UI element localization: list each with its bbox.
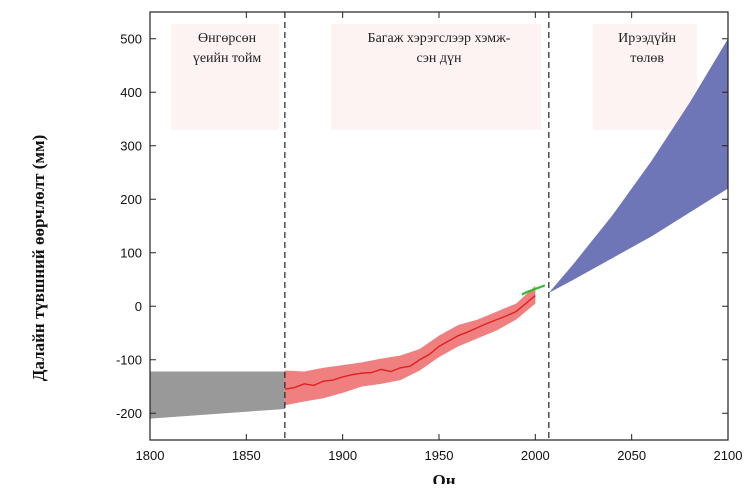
x-tick-label: 1950 <box>425 448 454 463</box>
period-label: Ирээдүйн <box>618 31 676 46</box>
x-tick-label: 1900 <box>328 448 357 463</box>
x-tick-label: 1850 <box>232 448 261 463</box>
period-label-panel <box>171 24 280 130</box>
x-tick-label: 2050 <box>617 448 646 463</box>
x-tick-label: 1800 <box>136 448 165 463</box>
period-label-panel <box>331 24 542 130</box>
satellite-altimetry-line <box>521 284 546 296</box>
period-label: төлөв <box>630 51 664 66</box>
period-label: үеийн тойм <box>193 51 262 66</box>
y-tick-label: -200 <box>116 406 142 421</box>
tide-gauge-line <box>284 295 536 390</box>
period-label: сэн дүн <box>416 51 462 66</box>
period-label: Өнгөрсөн <box>198 31 257 46</box>
y-tick-label: 400 <box>120 85 142 100</box>
y-tick-label: -100 <box>116 352 142 367</box>
x-axis-label: Он <box>432 471 455 484</box>
y-tick-label: 100 <box>120 245 142 260</box>
x-tick-label: 2000 <box>521 448 550 463</box>
past-estimate-band <box>150 371 285 419</box>
x-tick-label: 2100 <box>714 448 743 463</box>
y-tick-label: 500 <box>120 31 142 46</box>
y-tick-label: 300 <box>120 138 142 153</box>
projection-band <box>548 38 728 293</box>
period-label-panel <box>593 24 698 130</box>
y-tick-label: 0 <box>135 299 142 314</box>
y-axis-label: Далайн түвшний өөрчлөлт (мм) <box>29 135 48 382</box>
period-label: Багаж хэрэгслээр хэмж- <box>368 31 511 46</box>
y-tick-label: 200 <box>120 192 142 207</box>
